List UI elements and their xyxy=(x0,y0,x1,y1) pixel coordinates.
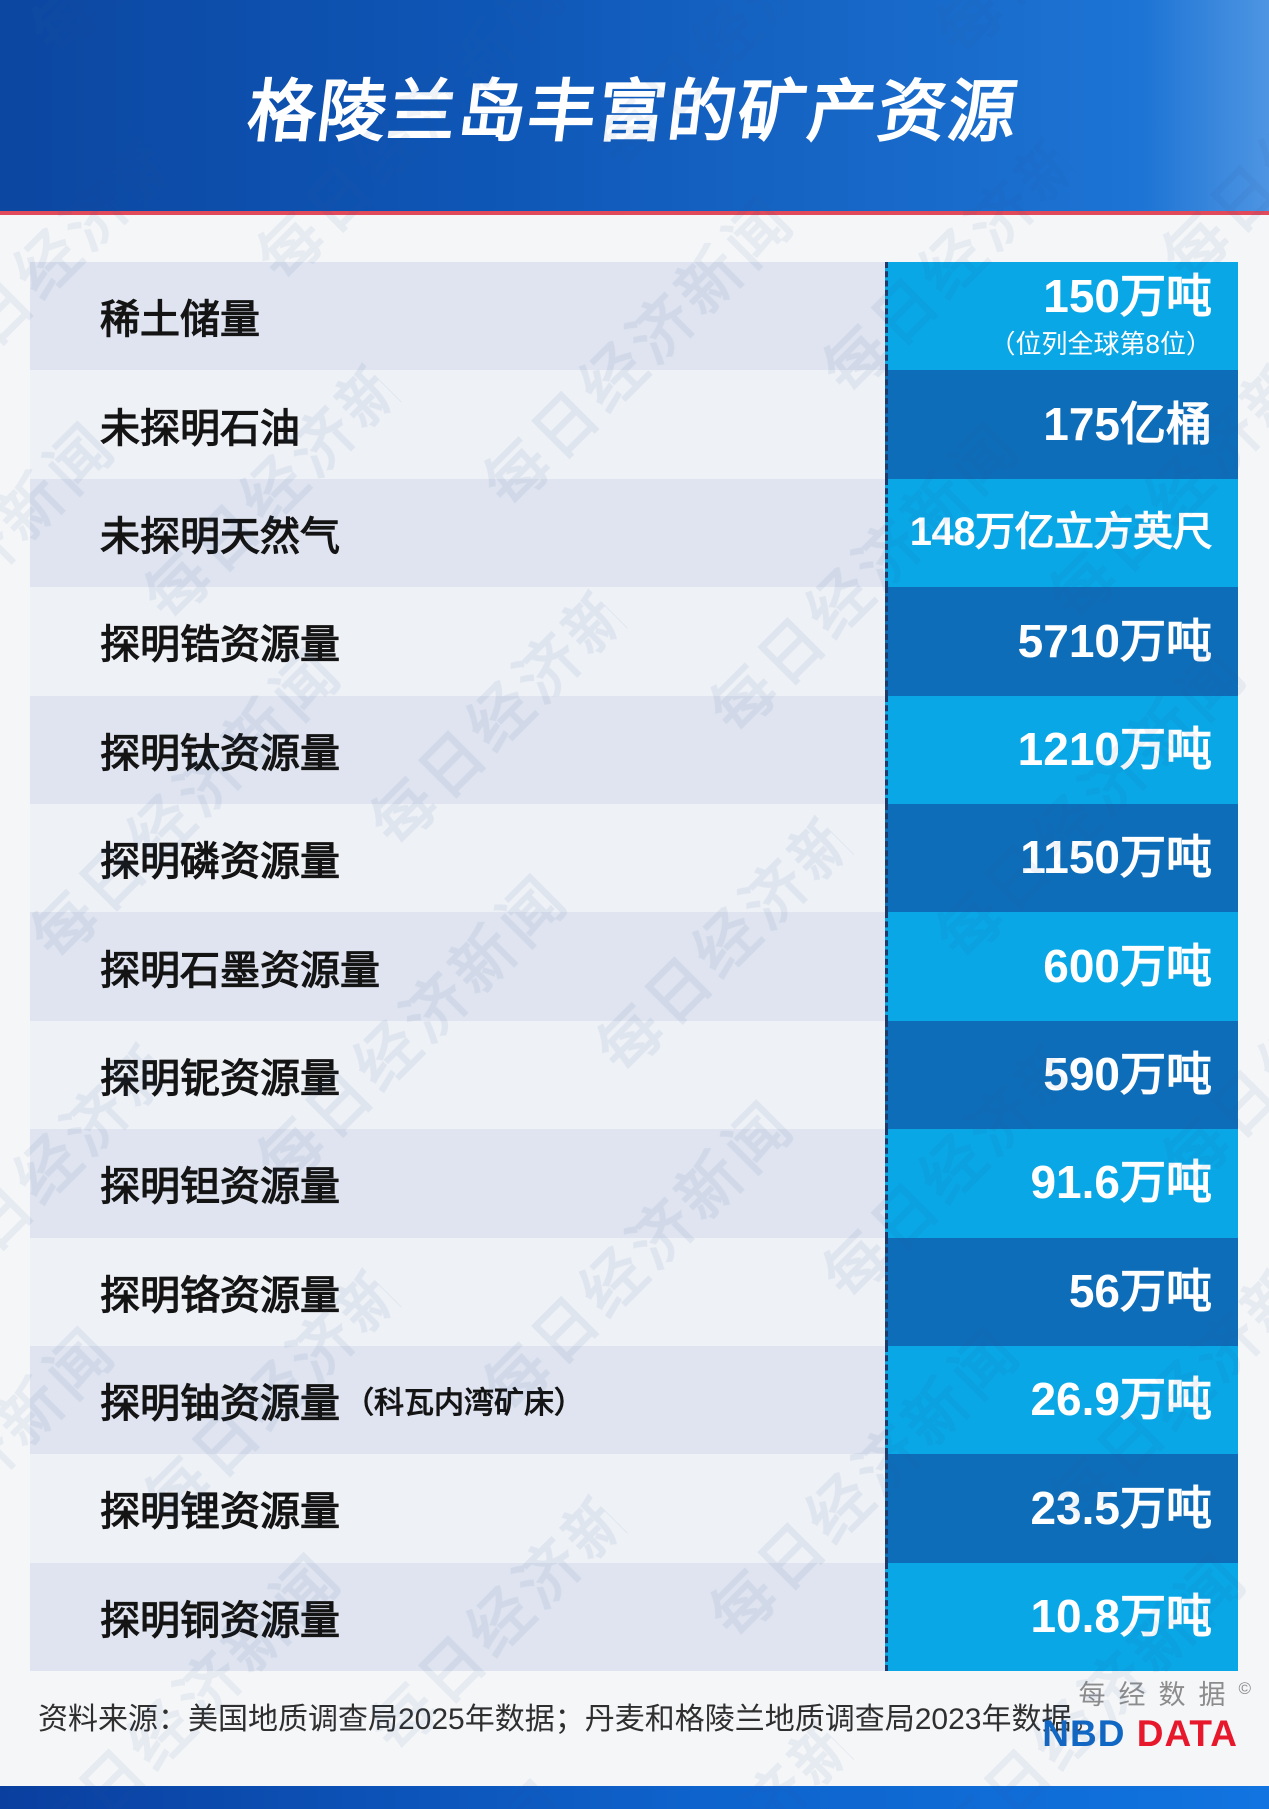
resource-value: 148万亿立方英尺 xyxy=(909,510,1213,555)
resource-label-cell: 探明钛资源量 xyxy=(30,695,885,804)
nbd-logo-chinese: 每经数据© xyxy=(1042,1679,1251,1711)
resource-value-cell: 1210万吨 xyxy=(885,695,1238,804)
table-row: 探明磷资源量 1150万吨 xyxy=(30,803,1238,913)
resource-value: 590万吨 xyxy=(1043,1048,1212,1101)
resource-name: 探明钽资源量 xyxy=(100,1165,340,1210)
table-row: 探明石墨资源量 600万吨 xyxy=(30,912,1238,1021)
resource-value: 600万吨 xyxy=(1043,939,1212,992)
resource-name: 探明铬资源量 xyxy=(100,1273,340,1318)
resource-label-cell: 探明钽资源量 xyxy=(30,1129,885,1238)
resource-label-cell: 探明石墨资源量 xyxy=(30,912,885,1021)
page-title: 格陵兰岛丰富的矿产资源 xyxy=(244,74,1024,150)
table-row: 探明铬资源量 56万吨 xyxy=(30,1237,1238,1346)
resource-value-cell: 91.6万吨 xyxy=(885,1129,1238,1238)
resource-name: 探明铀资源量 xyxy=(100,1382,340,1427)
resource-label-cell: 未探明天然气 xyxy=(30,478,885,588)
resource-value: 26.9万吨 xyxy=(1030,1373,1212,1426)
header-accent-line xyxy=(0,211,1269,215)
resource-name: 探明磷资源量 xyxy=(100,840,340,885)
table-row: 探明锆资源量 5710万吨 xyxy=(30,587,1238,696)
resource-name: 探明锂资源量 xyxy=(100,1490,340,1535)
resource-name: 探明铜资源量 xyxy=(100,1598,340,1643)
table-row: 探明锂资源量 23.5万吨 xyxy=(30,1454,1238,1563)
resource-value-cell: 150万吨 （位列全球第8位） xyxy=(885,262,1238,371)
resource-label-cell: 未探明石油 xyxy=(30,370,885,479)
resource-value-cell: 1150万吨 xyxy=(885,803,1238,913)
resource-label-cell: 探明铜资源量 xyxy=(30,1562,885,1672)
resource-label-cell: 探明铀资源量 （科瓦内湾矿床） xyxy=(30,1345,885,1455)
resource-value-cell: 56万吨 xyxy=(885,1237,1238,1346)
resource-value: 175亿桶 xyxy=(1043,397,1212,450)
nbd-logo-chinese-text: 每经数据 xyxy=(1078,1680,1239,1710)
nbd-logo: 每经数据© NBD DATA xyxy=(1042,1679,1251,1755)
header-banner: 格陵兰岛丰富的矿产资源 xyxy=(0,0,1269,211)
resource-name: 稀土储量 xyxy=(100,298,260,343)
resource-value-cell: 23.5万吨 xyxy=(885,1454,1238,1563)
resource-label-cell: 探明锆资源量 xyxy=(30,587,885,696)
resource-value: 150万吨 xyxy=(1043,269,1212,322)
resource-label-cell: 稀土储量 xyxy=(30,262,885,371)
resource-value: 23.5万吨 xyxy=(1030,1481,1212,1534)
resource-value-cell: 600万吨 xyxy=(885,912,1238,1021)
resource-label-cell: 探明铬资源量 xyxy=(30,1237,885,1346)
resource-value: 1150万吨 xyxy=(1020,831,1212,884)
resource-value-cell: 5710万吨 xyxy=(885,587,1238,696)
bottom-accent-bar xyxy=(0,1786,1269,1809)
source-note: 资料来源：美国地质调查局2025年数据；丹麦和格陵兰地质调查局2023年数据。 xyxy=(38,1703,1102,1736)
nbd-logo-english: NBD DATA xyxy=(1042,1712,1238,1755)
resource-name-note: （科瓦内湾矿床） xyxy=(344,1387,584,1421)
copyright-mark: © xyxy=(1238,1679,1251,1698)
table-row: 探明钛资源量 1210万吨 xyxy=(30,695,1238,804)
resource-value: 5710万吨 xyxy=(1017,614,1212,667)
resource-value-cell: 10.8万吨 xyxy=(885,1562,1238,1672)
nbd-logo-nbd: NBD xyxy=(1042,1712,1126,1754)
table-row: 未探明石油 175亿桶 xyxy=(30,370,1238,479)
resource-name: 探明铌资源量 xyxy=(100,1056,340,1101)
table-row: 探明钽资源量 91.6万吨 xyxy=(30,1129,1238,1238)
table-row: 未探明天然气 148万亿立方英尺 xyxy=(30,478,1238,588)
resource-value: 56万吨 xyxy=(1068,1264,1212,1317)
resource-name: 未探明天然气 xyxy=(100,514,340,559)
resource-value-cell: 148万亿立方英尺 xyxy=(885,478,1238,588)
resource-name: 探明钛资源量 xyxy=(100,731,340,776)
resource-name: 探明锆资源量 xyxy=(100,623,340,668)
resource-value: 10.8万吨 xyxy=(1030,1590,1212,1643)
resource-value: 91.6万吨 xyxy=(1030,1156,1212,1209)
resource-label-cell: 探明铌资源量 xyxy=(30,1020,885,1130)
resource-value-cell: 26.9万吨 xyxy=(885,1345,1238,1455)
resource-value-note: （位列全球第8位） xyxy=(989,328,1212,359)
resource-name: 探明石墨资源量 xyxy=(100,948,380,993)
resource-table: 稀土储量 150万吨 （位列全球第8位） 未探明石油 175亿桶 未探明天然气 xyxy=(30,262,1238,1672)
table-row: 稀土储量 150万吨 （位列全球第8位） xyxy=(30,262,1238,371)
table-row: 探明铀资源量 （科瓦内湾矿床） 26.9万吨 xyxy=(30,1345,1238,1455)
resource-value: 1210万吨 xyxy=(1017,722,1212,775)
nbd-logo-data: DATA xyxy=(1136,1712,1238,1754)
table-row: 探明铜资源量 10.8万吨 xyxy=(30,1562,1238,1672)
table-row: 探明铌资源量 590万吨 xyxy=(30,1020,1238,1130)
resource-label-cell: 探明锂资源量 xyxy=(30,1454,885,1563)
resource-name: 未探明石油 xyxy=(100,406,300,451)
resource-value-cell: 175亿桶 xyxy=(885,370,1238,479)
resource-label-cell: 探明磷资源量 xyxy=(30,803,885,913)
resource-value-cell: 590万吨 xyxy=(885,1020,1238,1130)
